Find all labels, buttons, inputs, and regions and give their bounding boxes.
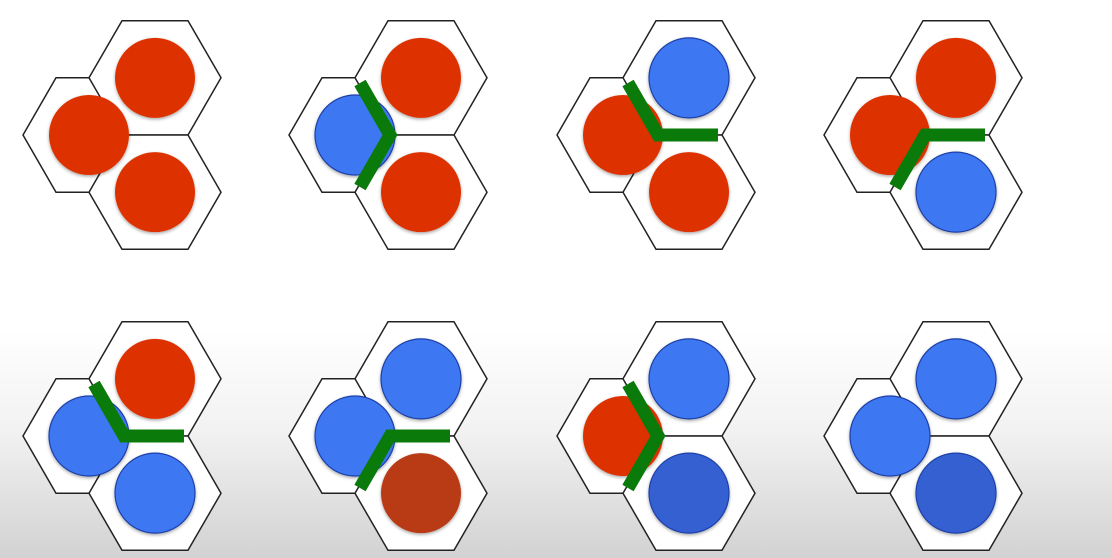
- blue-circle-top: [648, 37, 730, 119]
- red-circle-bottom: [381, 152, 461, 233]
- green-wall: [354, 79, 398, 191]
- blue-circle-bottom: [915, 151, 997, 233]
- blue-circle-top: [915, 338, 997, 420]
- red-circle-bottom: [115, 152, 195, 233]
- red-circle-top: [916, 37, 996, 118]
- configuration-5: [22, 320, 222, 552]
- green-wall: [88, 380, 184, 443]
- red-circle-bottom: [649, 152, 729, 233]
- blue-circle-bottom: [915, 452, 997, 534]
- configuration-8: [823, 320, 1023, 552]
- configuration-7: [556, 320, 756, 552]
- green-wall: [889, 128, 985, 191]
- blue-circle-top: [380, 338, 462, 420]
- configuration-2: [288, 19, 488, 251]
- red-circle-top: [381, 37, 461, 118]
- blue-circle-top: [648, 338, 730, 420]
- red-circle-top: [115, 338, 195, 419]
- configuration-1: [22, 19, 222, 251]
- red-circle-bottom: [381, 453, 461, 534]
- blue-circle-left: [849, 395, 931, 477]
- blue-circle-bottom: [114, 452, 196, 534]
- green-wall: [622, 79, 718, 142]
- configuration-3: [556, 19, 756, 251]
- blue-circle-bottom: [648, 452, 730, 534]
- green-wall: [354, 429, 450, 492]
- green-wall: [622, 380, 666, 492]
- red-circle-top: [115, 37, 195, 118]
- configuration-4: [823, 19, 1023, 251]
- configuration-6: [288, 320, 488, 552]
- red-circle-left: [49, 95, 129, 175]
